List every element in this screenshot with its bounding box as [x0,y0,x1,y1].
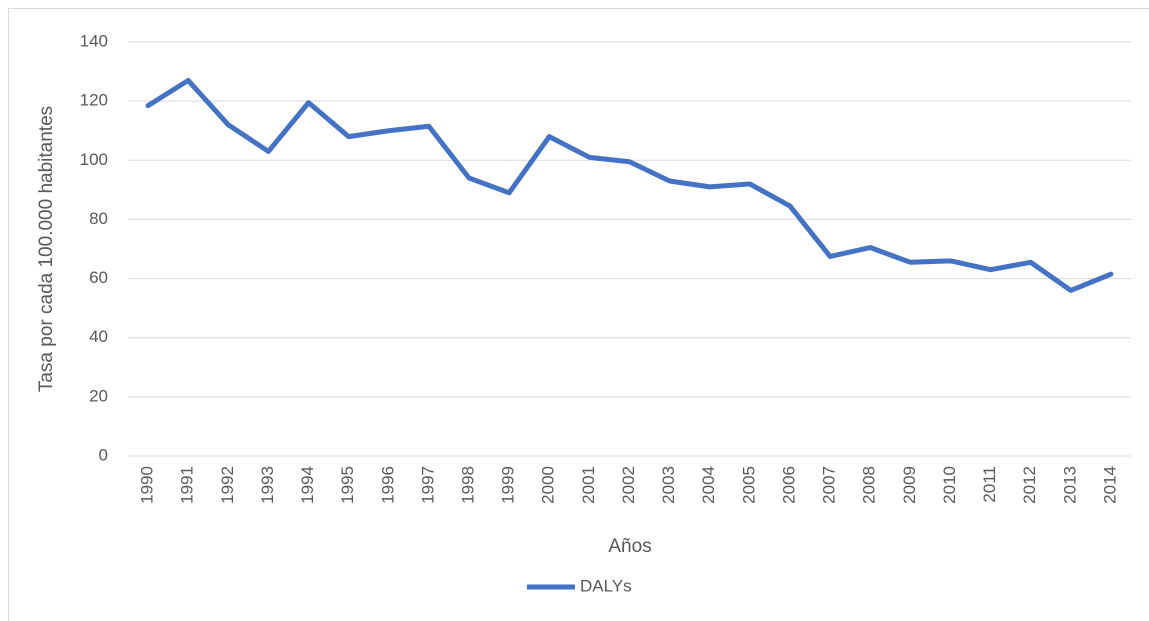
x-tick-label: 1991 [178,466,197,504]
x-tick-label: 2014 [1100,466,1119,504]
x-tick-label: 2011 [980,466,999,503]
y-axis-label: Tasa por cada 100.000 habitantes [36,106,57,392]
legend-label: DALYs [580,576,632,595]
data-line [145,77,1114,293]
y-tick-label: 140 [80,31,108,50]
x-tick-label: 2006 [779,466,798,504]
y-tick-label: 40 [89,327,108,346]
x-tick-label: 2002 [619,466,638,504]
y-tick-label: 80 [89,209,108,228]
x-tick-label: 2010 [940,466,959,504]
x-tick-label: 1995 [338,466,357,504]
x-axis-label: Años [608,536,651,557]
chart-border [8,8,1149,621]
x-tick-label: 2007 [820,466,839,504]
y-tick-label: 0 [99,445,108,464]
x-tick-label: 2013 [1060,466,1079,504]
x-tick-label: 1993 [258,466,277,504]
x-tick-label: 1996 [378,466,397,504]
x-tick-label: 2005 [739,466,758,504]
x-tick-label: 1998 [459,466,478,504]
x-tick-label: 2012 [1020,466,1039,504]
x-tick-label: 1990 [138,466,157,504]
x-tick-label: 2003 [659,466,678,504]
y-tick-label: 120 [80,91,108,110]
x-tick-label: 1992 [218,466,237,504]
x-tick-label: 2009 [900,466,919,504]
x-tick-label: 1994 [298,466,317,504]
x-tick-label: 2000 [539,466,558,504]
y-tick-label: 20 [89,386,108,405]
x-tick-label: 1997 [418,466,437,504]
y-tick-label: 60 [89,268,108,287]
x-tick-label: 2004 [699,466,718,504]
x-tick-label: 2008 [860,466,879,504]
x-tick-label: 1999 [499,466,518,504]
y-tick-label: 100 [80,150,108,169]
x-tick-label: 2001 [579,466,598,504]
